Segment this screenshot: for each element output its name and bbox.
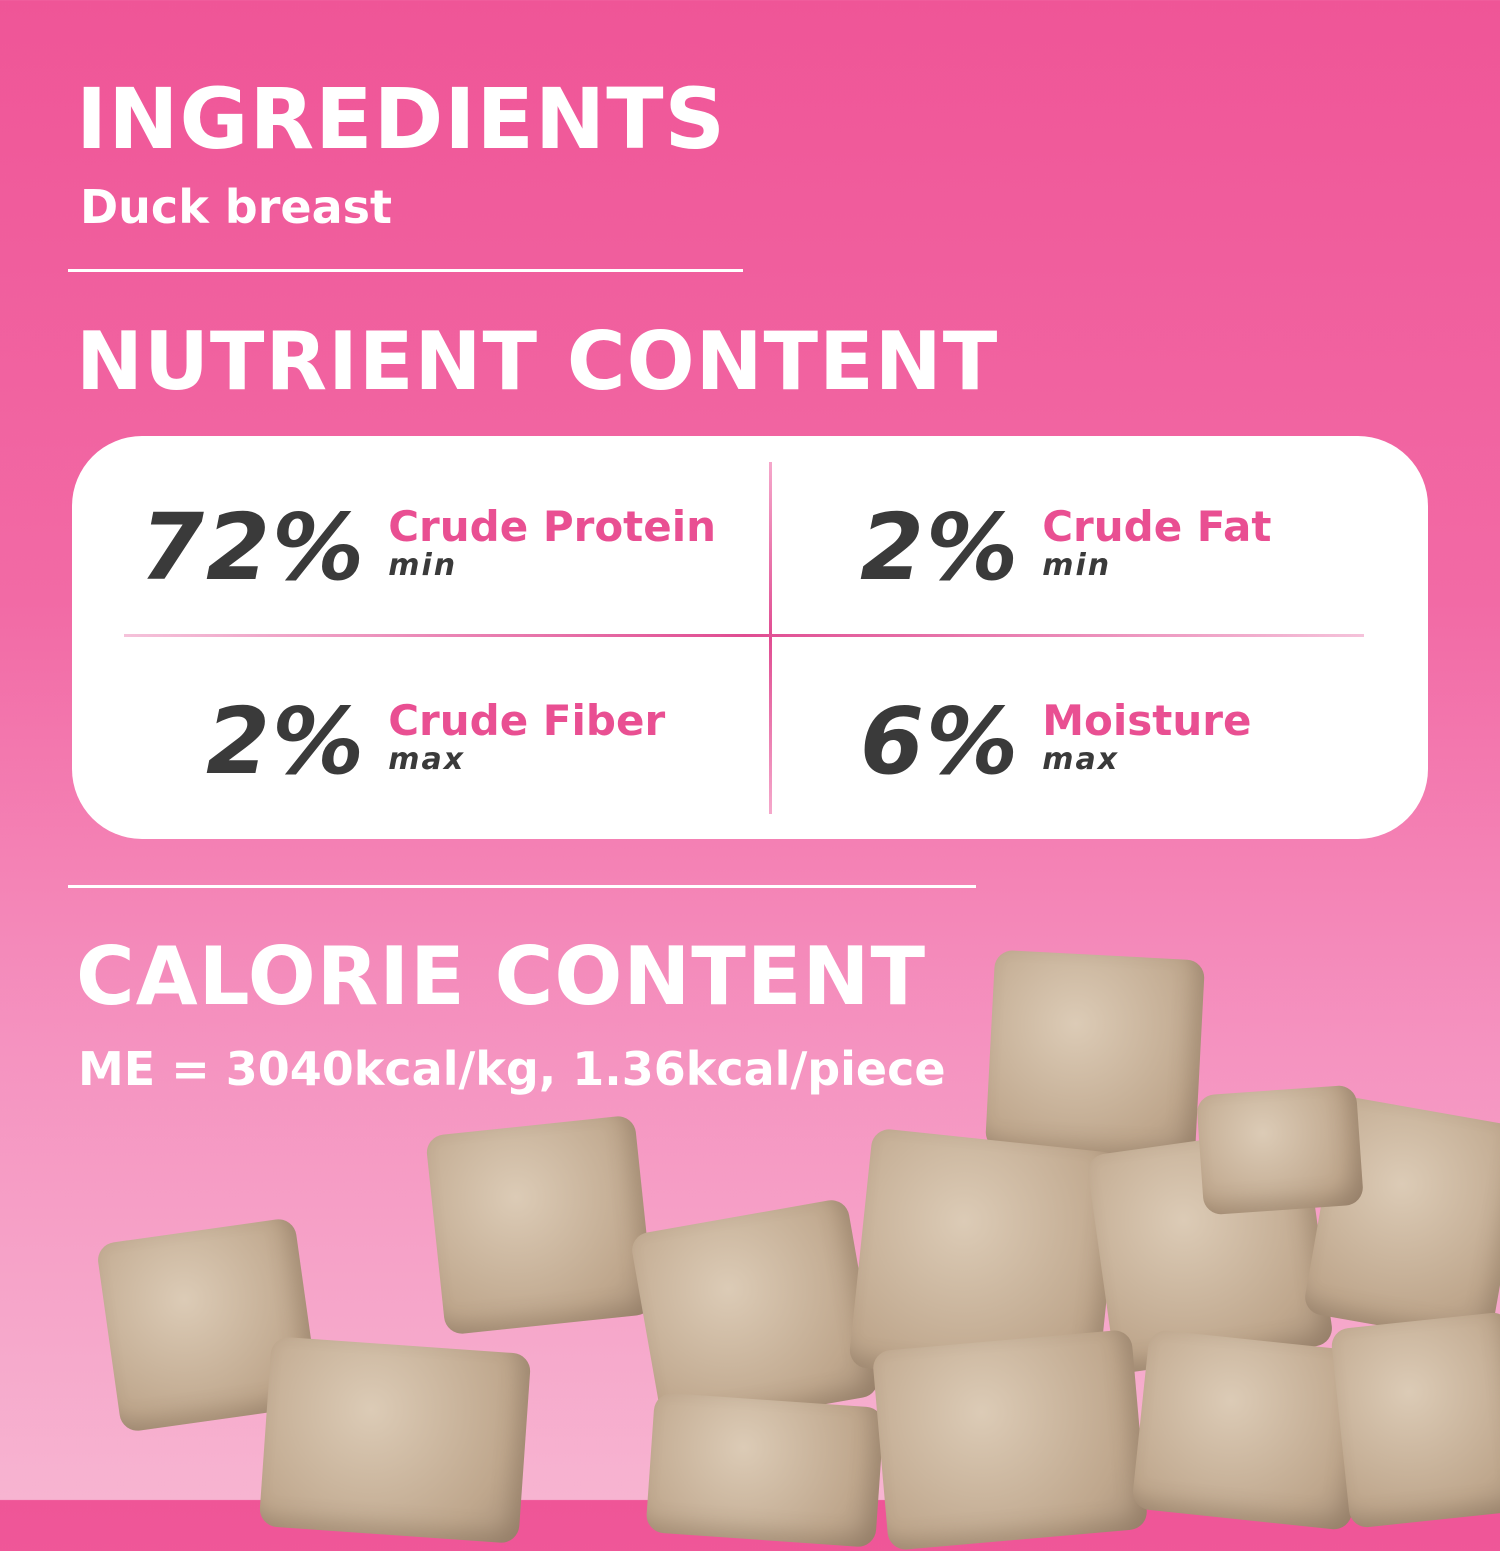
divider — [68, 885, 976, 888]
vertical-divider — [769, 462, 772, 814]
nutrient-moisture: 6% Moisture max — [860, 696, 1251, 788]
horizontal-divider — [124, 634, 1364, 637]
nutrient-fiber: 2% Crude Fiber max — [206, 696, 665, 788]
nutrient-name: Crude Protein — [388, 502, 717, 551]
nutrient-protein: 72% Crude Protein min — [140, 502, 716, 594]
calorie-value: ME = 3040kcal/kg, 1.36kcal/piece — [78, 1042, 946, 1096]
divider — [68, 269, 743, 272]
ingredients-heading: INGREDIENTS — [76, 70, 727, 168]
nutrient-qualifier: max — [388, 742, 466, 777]
nutrient-heading: NUTRIENT CONTENT — [76, 315, 999, 408]
nutrient-qualifier: min — [388, 548, 458, 583]
calorie-heading: CALORIE CONTENT — [76, 930, 927, 1023]
nutrient-qualifier: min — [1042, 548, 1112, 583]
nutrient-value: 72% — [140, 494, 367, 601]
nutrient-name: Moisture — [1042, 696, 1252, 745]
nutrient-name: Crude Fiber — [388, 696, 666, 745]
nutrient-fat: 2% Crude Fat min — [860, 502, 1271, 594]
nutrient-card: 72% Crude Protein min 2% Crude Fat min 2% … — [72, 436, 1428, 839]
nutrient-qualifier: max — [1042, 742, 1120, 777]
nutrient-value: 2% — [206, 688, 367, 795]
nutrient-value: 2% — [860, 494, 1021, 601]
ingredients-value: Duck breast — [80, 180, 393, 234]
nutrient-value: 6% — [860, 688, 1021, 795]
nutrient-name: Crude Fat — [1042, 502, 1272, 551]
